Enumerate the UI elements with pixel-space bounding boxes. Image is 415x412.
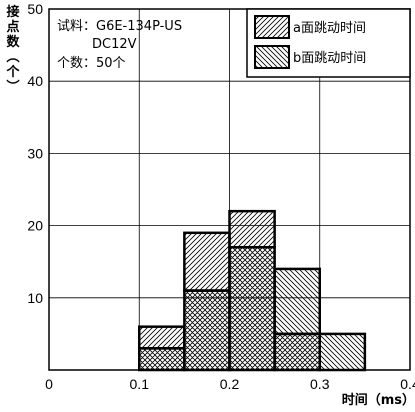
y-axis-title-char: 个 <box>5 64 20 80</box>
bar-segment <box>228 209 276 249</box>
x-tick-label: 0.3 <box>310 376 330 392</box>
legend-label-a: a面跳动时间 <box>293 21 366 36</box>
y-tick-label: 50 <box>27 1 43 17</box>
y-axis-title: 接点数︵个︶ <box>5 4 20 95</box>
bar-segment <box>138 347 186 372</box>
y-axis-title-char: 数 <box>6 34 20 50</box>
annotation-line-2: DC12V <box>92 37 137 52</box>
bar-segment <box>138 325 186 350</box>
legend-label-b: b面跳动时间 <box>293 51 366 66</box>
y-tick-label: 10 <box>27 290 43 306</box>
y-tick-label: 40 <box>27 73 43 89</box>
annotation-line-3: 个数：50个 <box>57 56 126 71</box>
x-tick-label: 0.2 <box>220 376 240 392</box>
y-axis-title-char: ︵ <box>5 50 19 65</box>
y-tick-labels: 10 20 30 40 50 <box>27 1 43 306</box>
bar-segment <box>228 246 276 372</box>
y-tick-label: 30 <box>27 145 43 161</box>
y-axis-title-char: 点 <box>6 19 19 35</box>
bar-segment <box>273 332 321 372</box>
bar-segment <box>318 332 367 372</box>
legend-swatch-a <box>254 15 290 39</box>
legend: a面跳动时间 b面跳动时间 <box>246 8 411 78</box>
bars <box>138 209 367 372</box>
bar-segment <box>273 267 321 336</box>
x-tick-labels: 0 0.1 0.2 0.3 0.4 <box>45 376 415 392</box>
x-axis-title: 时间（ms） <box>342 392 415 408</box>
plot-frame <box>48 8 411 371</box>
legend-swatch-b <box>254 45 290 69</box>
bar-segment <box>183 289 231 372</box>
bar-segment <box>183 231 231 292</box>
y-axis-title-char: ︶ <box>5 79 19 95</box>
sample-annotation: 试料：G6E-134P-US DC12V 个数：50个 <box>57 19 182 71</box>
x-tick-label: 0.4 <box>400 376 415 392</box>
y-tick-label: 20 <box>27 218 43 234</box>
y-axis-title-char: 接 <box>6 4 19 20</box>
x-tick-label: 0 <box>45 376 53 392</box>
annotation-line-1: 试料：G6E-134P-US <box>57 19 182 34</box>
x-tick-label: 0.1 <box>130 376 150 392</box>
